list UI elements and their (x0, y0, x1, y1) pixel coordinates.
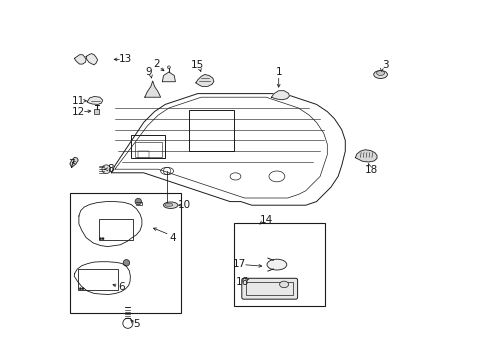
Text: 15: 15 (190, 60, 203, 70)
Polygon shape (86, 54, 98, 65)
Text: 11: 11 (71, 96, 84, 106)
Ellipse shape (376, 71, 384, 75)
Circle shape (149, 90, 155, 95)
Circle shape (135, 198, 141, 205)
Polygon shape (162, 72, 175, 82)
Bar (138, 151, 149, 158)
Text: 7: 7 (68, 159, 75, 169)
Bar (131, 135, 165, 158)
Circle shape (79, 288, 81, 290)
Bar (188, 110, 233, 151)
Ellipse shape (373, 71, 386, 78)
Circle shape (123, 260, 129, 266)
Text: 5: 5 (133, 319, 140, 329)
Polygon shape (87, 96, 102, 104)
FancyBboxPatch shape (241, 278, 297, 299)
Polygon shape (355, 150, 376, 162)
Circle shape (81, 288, 84, 290)
Ellipse shape (266, 259, 286, 270)
Polygon shape (271, 91, 289, 100)
Circle shape (99, 238, 102, 240)
Polygon shape (70, 157, 78, 167)
Bar (233, 223, 325, 306)
Bar (134, 142, 162, 157)
Bar (246, 282, 292, 295)
Text: 18: 18 (364, 165, 377, 175)
Circle shape (167, 66, 170, 69)
Ellipse shape (163, 202, 178, 208)
Text: 12: 12 (71, 107, 84, 117)
Text: 4: 4 (169, 233, 176, 243)
Ellipse shape (279, 281, 288, 288)
Bar (94, 109, 99, 114)
Text: 6: 6 (118, 282, 124, 292)
Bar (99, 219, 133, 240)
Text: 3: 3 (382, 60, 388, 70)
Bar (70, 193, 181, 313)
Circle shape (102, 238, 104, 240)
Text: 8: 8 (107, 164, 114, 174)
Text: 2: 2 (153, 59, 159, 69)
Text: 10: 10 (177, 200, 190, 210)
Text: 17: 17 (232, 258, 245, 269)
Polygon shape (196, 75, 213, 86)
Text: 16: 16 (236, 276, 249, 287)
Bar (78, 269, 118, 290)
Circle shape (102, 165, 110, 174)
Text: 13: 13 (119, 54, 132, 64)
Polygon shape (144, 81, 160, 97)
Ellipse shape (164, 203, 172, 207)
Text: 14: 14 (259, 215, 272, 225)
Text: 1: 1 (275, 67, 282, 77)
Text: 9: 9 (145, 67, 152, 77)
Polygon shape (75, 55, 86, 64)
